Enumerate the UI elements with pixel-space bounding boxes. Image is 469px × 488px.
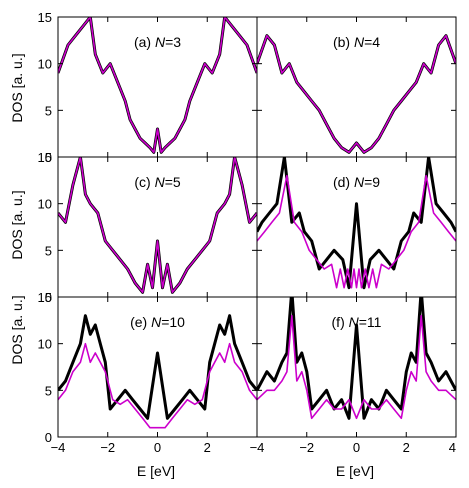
panel-n-value-a: =3 [165, 34, 181, 50]
panel-b: (b) N=4 [256, 16, 457, 158]
panel-n-value-c: =5 [165, 174, 181, 190]
panel-plot-a [58, 17, 257, 154]
panel-tag-a: (a) [134, 34, 155, 50]
panel-n-value-b: =4 [364, 34, 380, 50]
x-axis-label-right: E [eV] [336, 463, 374, 479]
y-axis-label: DOS [a. u.] [9, 295, 25, 364]
panel-plot-e [58, 314, 257, 429]
text-layer: DOS [a. u.] DOS [a. u.] DOS [a. u.] E [e… [9, 53, 374, 479]
dos-line-magenta-e [58, 342, 257, 429]
panel-n-symbol-c: N [155, 174, 166, 190]
y-tick-label: 0 [45, 430, 52, 445]
panel-n-symbol-a: N [155, 34, 166, 50]
y-tick-label: 5 [45, 383, 52, 398]
panel-plot-c [58, 157, 257, 294]
x-tick-label: −2 [299, 440, 314, 455]
panel-n-value-f: =11 [359, 314, 382, 330]
y-tick-label: 5 [45, 243, 52, 258]
dos-line-black-d [257, 157, 456, 290]
dos-line-magenta-f [257, 314, 456, 420]
panel-a: 0 5 10 15 (a) N=3 [38, 10, 258, 165]
x-tick-label: 2 [204, 440, 211, 455]
y-tick-label: 5 [45, 103, 52, 118]
x-tick-label: 0 [154, 440, 161, 455]
panel-n-symbol-f: N [349, 314, 360, 330]
dos-line-magenta-a [58, 17, 257, 154]
y-tick-label: 15 [38, 150, 52, 165]
panel-c: 0 5 10 15 (c) N=5 [38, 150, 258, 305]
panel-tag-d: (d) [333, 174, 354, 190]
y-axis-label: DOS [a. u.] [9, 190, 25, 259]
dos-line-magenta-c [58, 157, 257, 294]
x-axis-label-left: E [eV] [137, 463, 175, 479]
panel-label-c: (c) N=5 [134, 174, 181, 190]
y-tick-label: 10 [38, 337, 52, 352]
x-tick-label: 2 [403, 440, 410, 455]
panel-label-b: (b) N=4 [333, 34, 380, 50]
dos-line-black-b [257, 34, 456, 154]
dos-line-magenta-d [257, 174, 456, 289]
panel-plot-b [257, 34, 456, 154]
panel-label-a: (a) N=3 [134, 34, 181, 50]
panel-tag-b: (b) [333, 34, 354, 50]
y-tick-label: 0 [45, 290, 52, 305]
x-tick-label: −4 [250, 440, 265, 455]
panel-label-d: (d) N=9 [333, 174, 380, 190]
panel-tag-e: (e) [130, 314, 151, 330]
panel-n-symbol-b: N [354, 34, 365, 50]
panel-d: (d) N=9 [256, 156, 457, 298]
x-tick-label: 4 [449, 440, 456, 455]
panel-n-symbol-d: N [354, 174, 365, 190]
panel-tag-f: (f) [332, 314, 349, 330]
dos-line-black-e [58, 314, 257, 420]
x-tick-label: −2 [100, 440, 115, 455]
x-tick-label: 0 [353, 440, 360, 455]
panel-plot-d [257, 157, 456, 290]
panel-plot-f [257, 297, 456, 420]
panel-label-f: (f) N=11 [332, 314, 382, 330]
x-tick-label: −4 [51, 440, 66, 455]
panel-n-value-d: =9 [364, 174, 380, 190]
y-tick-label: 0 [45, 150, 52, 165]
y-tick-label: 10 [38, 57, 52, 72]
panel-n-value-e: =10 [161, 314, 185, 330]
panel-e: 0 5 10 15 −4 −2 0 2 (e) N=10 [38, 290, 258, 455]
panel-n-symbol-e: N [151, 314, 162, 330]
y-axis-label: DOS [a. u.] [9, 53, 25, 122]
y-tick-label: 10 [38, 197, 52, 212]
y-tick-label: 15 [38, 10, 52, 25]
dos-line-black-f [257, 297, 456, 420]
y-tick-label: 15 [38, 290, 52, 305]
dos-line-magenta-b [257, 34, 456, 154]
panel-f: −4 −2 0 2 4 (f) N=11 [250, 296, 457, 455]
panel-label-e: (e) N=10 [130, 314, 185, 330]
panel-tag-c: (c) [134, 174, 154, 190]
